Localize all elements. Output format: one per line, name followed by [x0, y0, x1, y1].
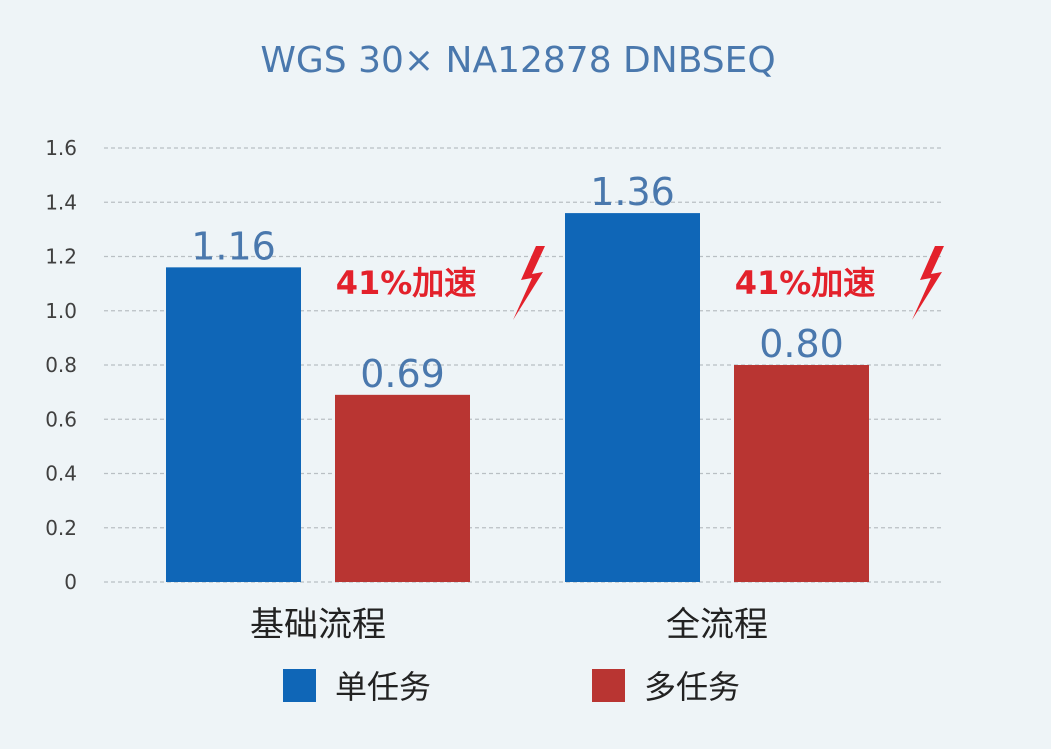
data-label: 0.69: [360, 352, 445, 396]
bar: [335, 394, 470, 582]
data-label: 1.36: [590, 170, 675, 214]
legend-label: 多任务: [644, 668, 740, 706]
bar: [734, 365, 869, 582]
x-category-label: 全流程: [666, 605, 768, 645]
bar: [565, 213, 700, 582]
bar: [166, 267, 301, 582]
y-tick-label: 0.8: [45, 353, 77, 377]
legend: 单任务 多任务: [283, 668, 740, 706]
legend-swatch: [283, 669, 316, 702]
y-tick-label: 0: [64, 570, 77, 594]
speedup-annotation: 41%加速: [336, 264, 477, 302]
y-tick-label: 1.4: [45, 190, 77, 214]
bars: [166, 213, 869, 582]
data-label: 1.16: [191, 224, 276, 268]
y-axis-ticks: 0 0.2 0.4 0.6 0.8 1.0 1.2 1.4 1.6: [45, 136, 77, 594]
y-tick-label: 1.6: [45, 136, 77, 160]
y-tick-label: 1.0: [45, 299, 77, 323]
x-category-label: 基础流程: [250, 605, 386, 645]
data-label: 0.80: [759, 322, 844, 366]
y-tick-label: 0.4: [45, 462, 77, 486]
x-axis-categories: 基础流程 全流程: [250, 605, 768, 645]
legend-label: 单任务: [335, 668, 431, 706]
y-tick-label: 1.2: [45, 245, 77, 269]
legend-swatch: [592, 669, 625, 702]
annotations: 41%加速 41%加速: [336, 246, 944, 320]
y-tick-label: 0.6: [45, 407, 77, 431]
chart-title: WGS 30× NA12878 DNBSEQ: [260, 40, 775, 81]
y-tick-label: 0.2: [45, 516, 77, 540]
speedup-annotation: 41%加速: [735, 264, 876, 302]
data-labels: 1.16 0.69 1.36 0.80: [191, 170, 844, 396]
